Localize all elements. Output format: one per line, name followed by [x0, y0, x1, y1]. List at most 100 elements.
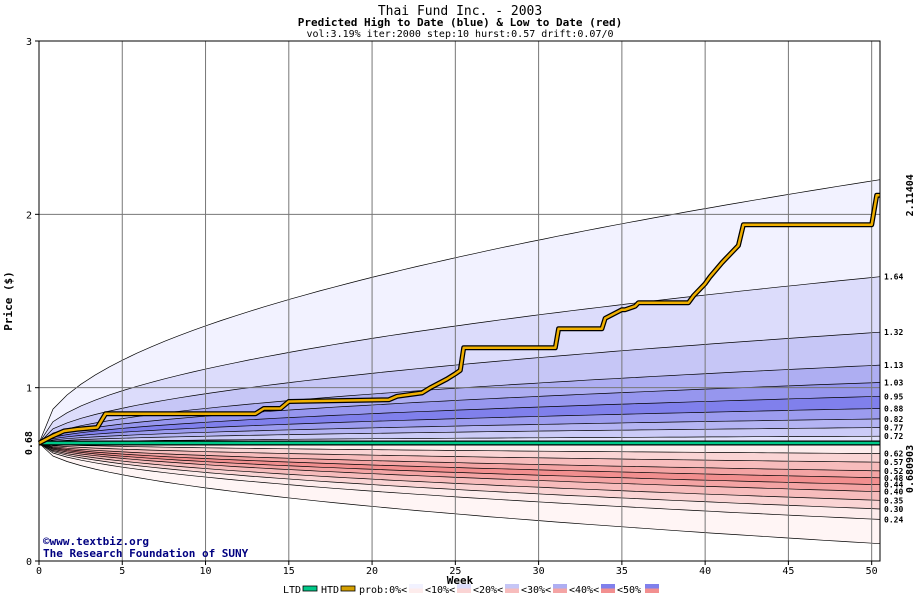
band-boundary [38, 179, 881, 444]
low-probability-band [39, 443, 880, 454]
legend-swatch-ltd [302, 585, 318, 592]
right-band-label: 0.52 [884, 467, 903, 476]
plot-frame [38, 40, 881, 562]
right-band-label: 1.32 [884, 328, 903, 337]
grid [39, 41, 880, 561]
low-probability-band [39, 443, 880, 485]
x-tick-label: 20 [366, 566, 378, 577]
high-probability-band [39, 365, 880, 444]
legend-label: HTD [321, 585, 339, 596]
credit-line-1: ©www.textbiz.org [43, 535, 149, 548]
legend-swatch-high [457, 584, 471, 589]
low-probability-band [39, 443, 880, 544]
chart-title: Thai Fund Inc. - 2003 [378, 4, 542, 19]
legend-swatch-htd [340, 585, 356, 592]
right-band-label: 0.72 [884, 432, 903, 441]
legend-swatch-low [645, 588, 659, 593]
right-band-label: 0.40 [884, 488, 903, 497]
band-boundary [38, 442, 881, 479]
series [37, 192, 880, 446]
x-tick-label: 35 [616, 566, 628, 577]
high-probability-band [39, 427, 880, 444]
x-tick-label: 25 [449, 566, 461, 577]
last-high-label: 2.11404 [905, 174, 916, 216]
legend-swatch-low [505, 588, 519, 593]
right-band-label: 0.24 [884, 515, 903, 524]
band-boundary [38, 418, 881, 444]
legend-swatch-high [601, 584, 615, 589]
low-probability-band [39, 443, 880, 509]
high-probability-band [39, 179, 880, 444]
right-band-label: 0.48 [884, 474, 903, 483]
band-boundary [38, 442, 881, 454]
legend-swatch-high [409, 584, 423, 589]
low-probability-band [39, 443, 880, 471]
legend-swatch-high [553, 584, 567, 589]
y-tick-label: 0 [26, 557, 32, 568]
x-tick-label: 50 [866, 566, 878, 577]
right-band-label: 0.30 [884, 505, 903, 514]
x-tick-label: 10 [200, 566, 212, 577]
x-tick-label: 30 [533, 566, 545, 577]
y-axis-label: Price ($) [2, 271, 15, 331]
legend-swatch-low [457, 588, 471, 593]
low-probability-band [39, 443, 880, 478]
band-boundary [38, 442, 881, 463]
band-boundary [38, 442, 881, 520]
y-tick-label: 1 [26, 384, 32, 395]
right-band-label: 0.57 [884, 458, 903, 467]
low-probability-band [39, 443, 880, 492]
right-band-label: 0.82 [884, 415, 903, 424]
right-band-label: 0.62 [884, 450, 903, 459]
legend-label: LTD [283, 585, 301, 596]
legend-swatch-high [505, 584, 519, 589]
start-price-label: 0.68 [24, 431, 35, 455]
right-band-label: 1.03 [884, 378, 903, 387]
high-probability-band [39, 396, 880, 444]
band-boundary [38, 427, 881, 444]
low-probability-band [39, 443, 880, 463]
high-probability-band [39, 418, 880, 444]
band-boundary [38, 442, 881, 472]
plot-area [38, 41, 881, 561]
legend-label: <10%< [425, 585, 455, 596]
legend: LTD HTD prob:0%< <10%< <20%< <30%< <40%< <50% [283, 584, 659, 596]
right-band-label: 0.44 [884, 481, 903, 490]
right-band-label: 1.64 [884, 273, 903, 282]
right-band-label: 0.77 [884, 424, 903, 433]
legend-label: <30%< [521, 585, 551, 596]
axes: 0 5 10 15 20 25 30 35 40 45 50 0 1 2 3 0.68 1.64 1.32 1.13… [24, 37, 916, 577]
right-band-label: 0.35 [884, 496, 903, 505]
legend-swatch-low [601, 588, 615, 593]
y-tick-label: 3 [26, 37, 32, 48]
x-tick-label: 45 [782, 566, 794, 577]
legend-swatch-low [409, 588, 423, 593]
band-boundary [38, 442, 881, 545]
legend-label: <40%< [569, 585, 599, 596]
band-boundary [38, 442, 881, 493]
legend-label: <20%< [473, 585, 503, 596]
y-tick-label: 2 [26, 210, 32, 221]
band-boundary [38, 395, 881, 444]
right-band-label: 1.13 [884, 361, 903, 370]
x-tick-label: 15 [283, 566, 295, 577]
copyright-symbol: © [43, 535, 50, 548]
legend-label: <50% [617, 585, 641, 596]
x-axis-label: Week [447, 574, 474, 587]
legend-swatch-low [553, 588, 567, 593]
right-band-label: 0.95 [884, 392, 903, 401]
band-boundary [38, 442, 881, 501]
x-tick-label: 40 [699, 566, 711, 577]
high-probability-band [39, 382, 880, 444]
legend-label: prob:0%< [359, 585, 407, 596]
last-low-label: 0.680903 [905, 445, 916, 493]
x-tick-label: 0 [36, 566, 42, 577]
band-boundary [38, 442, 881, 510]
band-boundary [38, 435, 881, 444]
chart-params: vol:3.19% iter:2000 step:10 hurst:0.57 d… [306, 29, 613, 40]
low-probability-band [39, 443, 880, 501]
band-boundary [38, 442, 881, 486]
band-boundary [38, 408, 881, 444]
right-band-label: 0.88 [884, 404, 903, 413]
